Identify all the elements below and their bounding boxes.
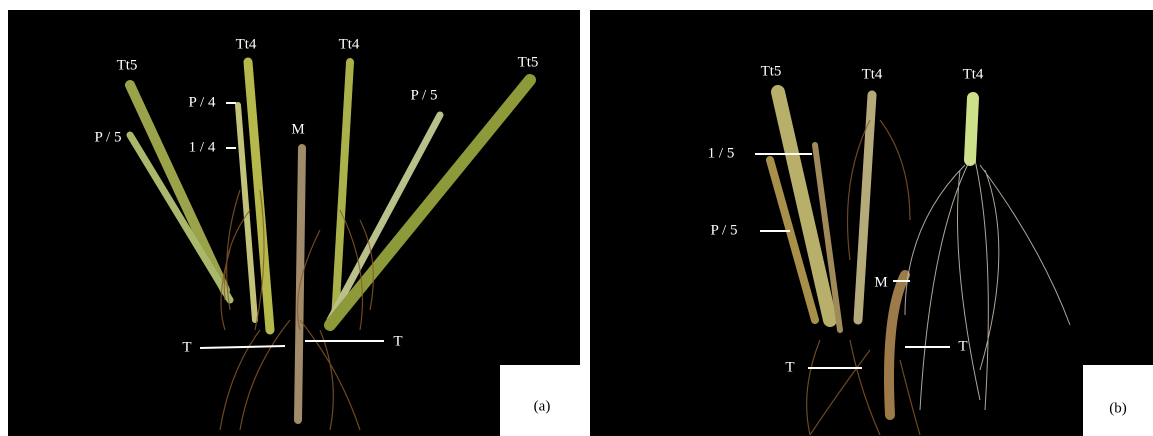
panel-a: Tt5 Tt4 Tt4 Tt5 P / 4 1 / 4 M P / 5 P / … <box>8 10 580 436</box>
label: 1 / 5 <box>708 145 735 161</box>
label: T <box>958 338 967 354</box>
label: 1 / 4 <box>189 139 216 155</box>
panel-b: Tt5 Tt4 Tt4 1 / 5 P / 5 M T T (b) <box>590 10 1153 436</box>
label: T <box>182 339 191 355</box>
caption-box <box>500 365 580 436</box>
label: Tt4 <box>862 66 883 82</box>
label: Tt4 <box>963 66 984 82</box>
pointers-a <box>199 102 384 349</box>
photo-background <box>590 10 1153 436</box>
label: P / 5 <box>411 87 438 103</box>
plant-a <box>125 57 536 431</box>
caption: (b) <box>1109 400 1127 416</box>
label: Tt5 <box>761 63 782 79</box>
label: P / 4 <box>189 94 216 110</box>
label: Tt5 <box>117 57 138 73</box>
label: Tt4 <box>339 36 360 52</box>
label: T <box>393 333 402 349</box>
caption: (a) <box>534 398 551 414</box>
label: M <box>874 274 887 290</box>
plant-b <box>766 85 1071 436</box>
label: P / 5 <box>95 129 122 145</box>
label: M <box>291 121 304 137</box>
label: Tt5 <box>518 54 539 70</box>
label: P / 5 <box>711 222 738 238</box>
pointers-b <box>755 153 950 369</box>
caption-box <box>1083 365 1153 436</box>
label: T <box>785 359 794 375</box>
photo-background <box>8 10 580 436</box>
label: Tt4 <box>236 36 257 52</box>
